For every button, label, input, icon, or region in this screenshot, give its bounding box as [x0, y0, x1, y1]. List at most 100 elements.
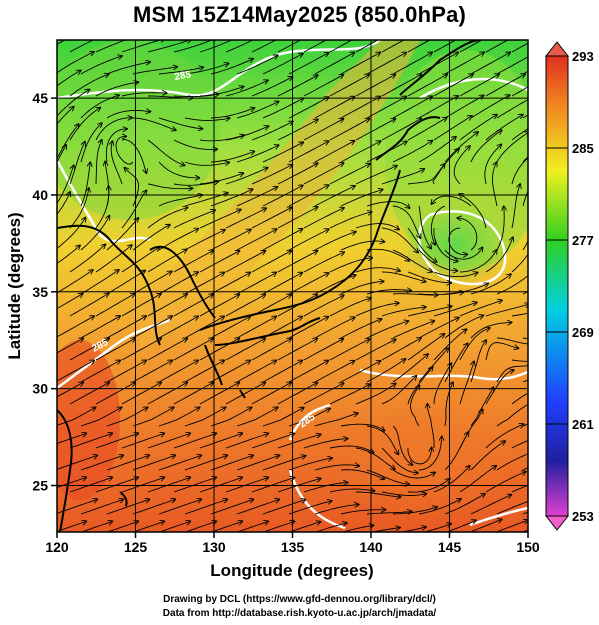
- streamline: [236, 407, 278, 427]
- streamline: [251, 165, 292, 185]
- streamline: [69, 74, 109, 97]
- streamline: [121, 247, 159, 273]
- streamline: [225, 477, 268, 493]
- streamline: [495, 520, 528, 532]
- streamline: [81, 11, 121, 30]
- streamline: [303, 119, 344, 141]
- streamline: [289, 9, 328, 30]
- streamline: [277, 339, 317, 361]
- streamline: [80, 407, 122, 427]
- streamline: [237, 9, 277, 30]
- streamline: [184, 63, 228, 75]
- streamline: [115, 136, 134, 165]
- streamline: [407, 447, 432, 465]
- streamline: [381, 492, 426, 496]
- map-title: MSM 15Z14May2025 (850.0hPa): [132, 2, 467, 27]
- streamline: [251, 382, 291, 405]
- streamline: [147, 183, 192, 189]
- streamline: [485, 304, 528, 317]
- streamline: [381, 447, 418, 473]
- streamline: [470, 95, 510, 119]
- streamline: [106, 316, 146, 339]
- streamline: [199, 40, 233, 53]
- streamline: [303, 163, 344, 185]
- streamline: [106, 521, 138, 532]
- streamline: [251, 77, 293, 97]
- streamline: [236, 273, 276, 295]
- warm-region-se: [330, 400, 510, 520]
- x-tick-label: 120: [45, 539, 69, 555]
- colorbar-tick-label: 261: [572, 417, 594, 432]
- streamline: [496, 206, 504, 251]
- streamline: [57, 407, 96, 426]
- streamline: [147, 208, 188, 229]
- streamline: [262, 521, 294, 532]
- streamline: [121, 294, 161, 317]
- streamline: [444, 132, 478, 163]
- streamline: [511, 42, 528, 53]
- streamline: [57, 166, 74, 204]
- streamline: [314, 141, 355, 163]
- streamline: [173, 181, 218, 186]
- streamline: [381, 338, 421, 361]
- streamline: [210, 316, 250, 339]
- streamline: [262, 273, 302, 295]
- streamline: [485, 370, 514, 405]
- streamline: [236, 55, 278, 75]
- colorbar-tick-label: 277: [572, 233, 594, 248]
- streamline: [329, 40, 353, 53]
- streamline: [121, 191, 146, 229]
- streamline: [418, 96, 458, 119]
- map-area: [57, 9, 528, 532]
- streamline: [121, 477, 164, 493]
- colorbar: 293 285 277 269 261 253: [544, 41, 594, 531]
- streamline: [457, 218, 478, 251]
- streamline: [288, 141, 329, 163]
- streamline: [132, 117, 176, 130]
- streamline: [288, 522, 321, 532]
- streamline: [121, 93, 167, 97]
- streamline: [522, 190, 528, 207]
- streamline: [511, 184, 520, 229]
- streamline: [277, 163, 318, 185]
- streamline: [485, 40, 509, 53]
- streamline: [303, 295, 344, 317]
- streamline: [366, 425, 398, 454]
- streamline: [433, 227, 458, 261]
- streamline: [407, 479, 450, 493]
- streamline: [470, 495, 511, 515]
- streamline: [147, 139, 185, 165]
- streamline: [444, 343, 468, 383]
- streamline: [459, 410, 483, 449]
- streamline: [158, 272, 198, 295]
- streamline: [132, 271, 172, 295]
- streamline: [106, 62, 150, 75]
- streamline: [132, 407, 174, 427]
- streamline: [485, 342, 518, 361]
- streamline: [366, 96, 406, 119]
- streamline: [407, 334, 444, 361]
- streamline: [225, 294, 265, 317]
- streamline: [355, 166, 397, 185]
- streamline: [251, 122, 293, 141]
- streamline: [173, 40, 217, 53]
- streamline: [184, 162, 229, 165]
- streamline: [147, 249, 187, 273]
- streamline: [236, 521, 268, 532]
- streamline: [329, 164, 370, 185]
- streamline: [288, 458, 332, 471]
- cool-low-region: [400, 205, 510, 285]
- streamline: [392, 96, 432, 119]
- streamline: [158, 521, 190, 532]
- streamline: [57, 316, 94, 338]
- streamline: [407, 164, 445, 185]
- streamline: [262, 229, 303, 251]
- streamline: [262, 360, 302, 383]
- streamline: [303, 252, 344, 273]
- streamline: [444, 494, 485, 515]
- colorbar-tick-label: 269: [572, 325, 594, 340]
- credit-data: Data from http://database.rish.kyoto-u.a…: [162, 608, 437, 619]
- streamline: [366, 321, 408, 339]
- streamline: [210, 59, 253, 75]
- streamline: [381, 271, 426, 282]
